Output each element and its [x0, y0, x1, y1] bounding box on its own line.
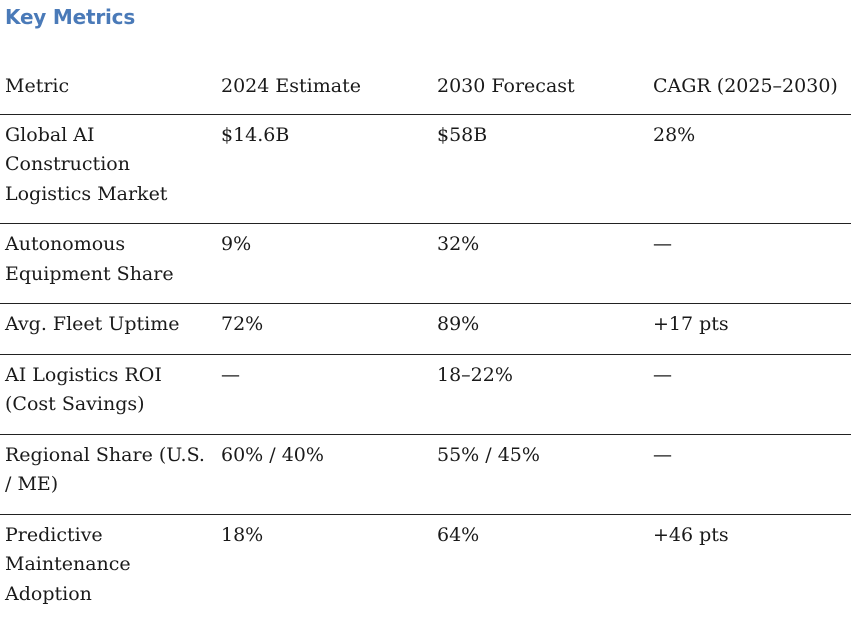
- cell-metric: Predictive Maintenance Adoption: [5, 523, 131, 605]
- cell-metric: Autonomous Equipment Share: [5, 233, 174, 285]
- table-row: Global AI Construction Logistics Market …: [0, 114, 851, 224]
- cell-metric: Avg. Fleet Uptime: [5, 313, 180, 335]
- table-row: Predictive Maintenance Adoption 18% 64% …: [0, 514, 851, 623]
- cell-metric: Regional Share (U.S. / ME): [5, 443, 205, 496]
- cell-2024-estimate: 60% / 40%: [221, 443, 324, 466]
- header-row: Metric 2024 Estimate 2030 Forecast CAGR …: [0, 66, 851, 114]
- cell-cagr: —: [653, 363, 672, 386]
- table-row: Regional Share (U.S. / ME) 60% / 40% 55%…: [0, 434, 851, 514]
- table-row: Avg. Fleet Uptime 72% 89% +17 pts: [0, 303, 851, 355]
- table-body: Global AI Construction Logistics Market …: [0, 114, 851, 623]
- cell-2030-forecast: $58B: [437, 123, 488, 146]
- cell-2024-estimate: 18%: [221, 523, 264, 546]
- cell-2030-forecast: 32%: [437, 233, 480, 255]
- column-header-2024-estimate: 2024 Estimate: [221, 75, 361, 97]
- column-header-metric: Metric: [5, 75, 70, 97]
- cell-metric: Global AI Construction Logistics Market: [5, 123, 168, 205]
- cell-metric: AI Logistics ROI (Cost Savings): [5, 363, 162, 416]
- cell-cagr: +17 pts: [653, 313, 729, 335]
- column-header-2030-forecast: 2030 Forecast: [437, 75, 575, 97]
- cell-2024-estimate: 72%: [221, 313, 264, 335]
- page-title: Key Metrics: [5, 5, 136, 29]
- cell-cagr: 28%: [653, 123, 696, 146]
- cell-2024-estimate: —: [221, 363, 240, 386]
- key-metrics-table: Metric 2024 Estimate 2030 Forecast CAGR …: [0, 66, 851, 623]
- cell-2024-estimate: 9%: [221, 233, 252, 255]
- cell-2030-forecast: 55% / 45%: [437, 443, 540, 466]
- table-row: AI Logistics ROI (Cost Savings) — 18–22%…: [0, 354, 851, 434]
- cell-2030-forecast: 18–22%: [437, 363, 513, 386]
- cell-cagr: —: [653, 443, 672, 466]
- cell-2030-forecast: 89%: [437, 313, 480, 335]
- column-header-cagr: CAGR (2025–2030): [653, 75, 838, 97]
- table-row: Autonomous Equipment Share 9% 32% —: [0, 223, 851, 304]
- cell-cagr: —: [653, 233, 672, 255]
- cell-cagr: +46 pts: [653, 523, 729, 546]
- cell-2030-forecast: 64%: [437, 523, 480, 546]
- table-header: Metric 2024 Estimate 2030 Forecast CAGR …: [0, 66, 851, 114]
- cell-2024-estimate: $14.6B: [221, 123, 290, 146]
